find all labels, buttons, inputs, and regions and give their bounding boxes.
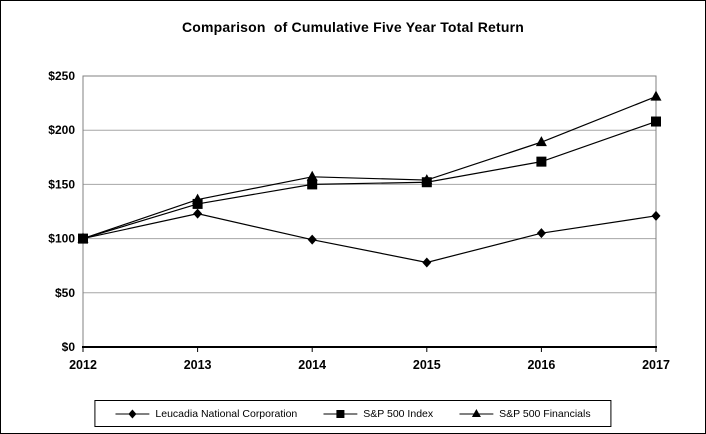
series-line-s-p-500-financials — [82, 96, 657, 240]
legend-item-leucadia-national-corporation: Leucadia National Corporation — [115, 408, 297, 420]
data-point-s-p-500-financials-2016 — [535, 136, 547, 147]
data-point-s-p-500-index-2014 — [307, 179, 318, 190]
data-point-s-p-500-index-2015 — [421, 177, 432, 188]
series-s-p-500-financials — [77, 90, 662, 243]
chart-legend: Leucadia National Corporation S&P 500 Ind… — [94, 400, 612, 427]
data-point-s-p-500-financials-2014 — [306, 170, 318, 181]
legend-marker-diamond — [128, 409, 137, 418]
y-axis-label: $50 — [55, 286, 75, 300]
legend-marker-triangle — [471, 408, 481, 417]
legend-marker-square — [336, 409, 345, 418]
data-point-s-p-500-index-2012 — [78, 233, 88, 244]
data-point-leucadia-national-corporation-2014 — [307, 234, 317, 245]
data-point-leucadia-national-corporation-2015 — [422, 257, 432, 268]
x-axis-label: 2017 — [642, 358, 670, 372]
x-axis-label: 2013 — [184, 358, 212, 372]
data-point-s-p-500-index-2016 — [536, 156, 547, 167]
legend-label: Leucadia National Corporation — [155, 407, 298, 420]
data-point-leucadia-national-corporation-2016 — [536, 228, 546, 239]
legend-item-s-p-500-index: S&P 500 Index — [323, 408, 433, 420]
data-point-leucadia-national-corporation-2017 — [651, 210, 661, 221]
data-point-s-p-500-financials-2017 — [650, 90, 662, 101]
legend-item-s-p-500-financials: S&P 500 Financials — [459, 407, 591, 420]
legend-marker-square-icon — [323, 409, 358, 418]
y-axis-label: $250 — [48, 69, 75, 83]
y-axis-label: $200 — [48, 123, 75, 137]
x-axis-label: 2012 — [69, 358, 97, 372]
y-axis-label: $150 — [48, 177, 75, 191]
data-point-s-p-500-index-2017 — [651, 116, 661, 127]
series-leucadia-national-corporation — [78, 208, 661, 268]
x-axis-label: 2016 — [527, 358, 555, 372]
x-axis-label: 2014 — [298, 358, 326, 372]
legend-label: S&P 500 Financials — [499, 407, 591, 420]
series-s-p-500-index — [78, 116, 661, 244]
plot-border — [82, 75, 657, 348]
y-axis-label: $100 — [48, 232, 75, 246]
chart-title: Comparison of Cumulative Five Year Total… — [181, 19, 525, 35]
data-point-leucadia-national-corporation-2013 — [193, 208, 203, 219]
legend-marker-diamond-icon — [115, 409, 150, 418]
y-axis-label: $0 — [62, 340, 76, 354]
legend-marker-triangle-icon — [459, 408, 494, 417]
data-point-s-p-500-index-2013 — [192, 198, 203, 209]
series-line-s-p-500-index — [82, 120, 657, 240]
series-line-leucadia-national-corporation — [82, 213, 657, 264]
x-axis-label: 2015 — [413, 358, 441, 372]
legend-label: S&P 500 Index — [363, 407, 434, 420]
